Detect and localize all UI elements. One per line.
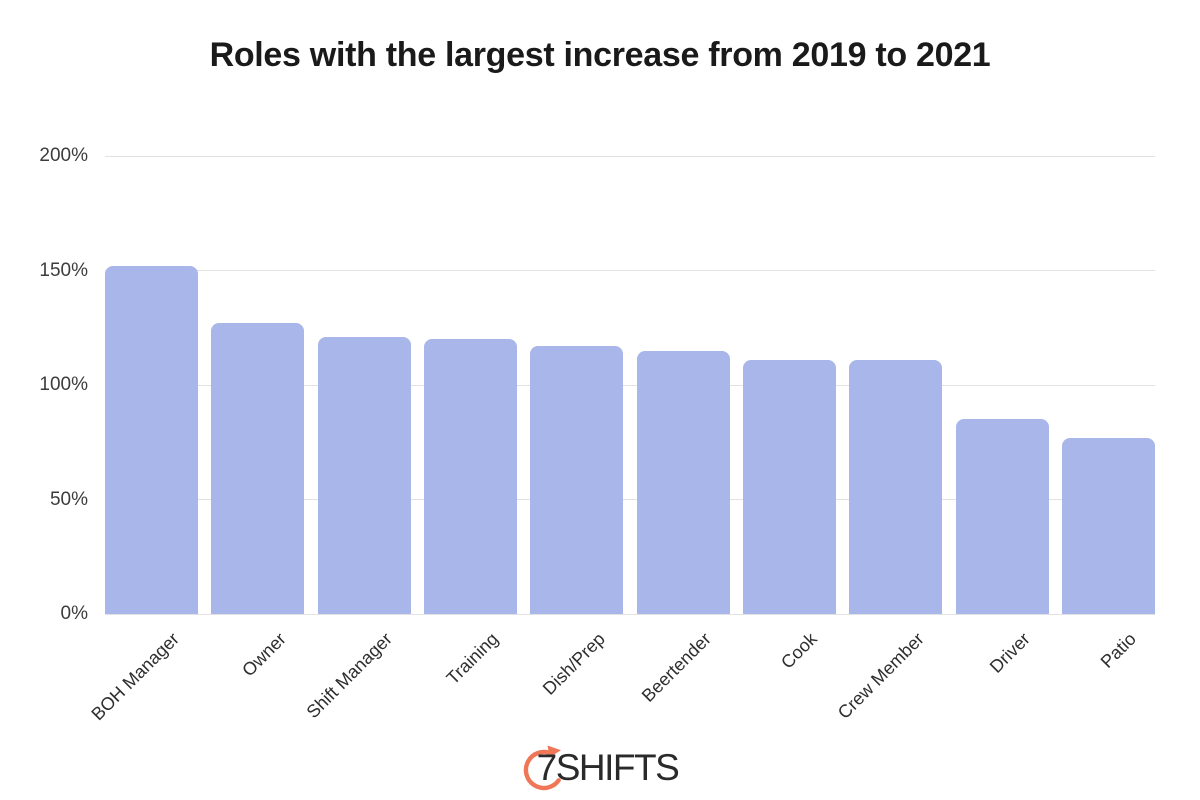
x-tick-label-boh-manager: BOH Manager <box>87 628 184 725</box>
x-tick-label-cook: Cook <box>777 628 822 673</box>
y-tick-label: 150% <box>39 259 88 281</box>
bar-driver <box>955 419 1049 614</box>
x-tick-label-patio: Patio <box>1097 628 1141 672</box>
bar-beertender <box>636 350 730 614</box>
gridline <box>105 270 1155 271</box>
bar-crew-member <box>849 359 943 614</box>
bar-patio <box>1062 437 1155 614</box>
y-tick-label: 100% <box>39 374 88 395</box>
bar-shift-manager <box>317 336 411 614</box>
gridline <box>105 613 1155 615</box>
bar-cook <box>743 359 836 614</box>
bar-dish-prep <box>530 346 624 614</box>
x-tick-label-driver: Driver <box>985 628 1035 677</box>
x-tick-label-owner: Owner <box>238 628 290 681</box>
x-tick-label-beertender: Beertender <box>637 628 716 706</box>
timer-arrow-icon <box>523 745 561 791</box>
x-tick-label-shift-manager: Shift Manager <box>302 628 397 723</box>
x-tick-label-dish-prep: Dish/Prep <box>538 628 609 699</box>
brand-name: 7SHIFTS <box>536 747 680 788</box>
bar-boh-manager <box>105 265 198 614</box>
y-tick-label: 0% <box>60 603 88 624</box>
y-tick-label: 200% <box>39 145 88 166</box>
bar-owner <box>211 323 305 614</box>
x-tick-label-training: Training <box>442 628 503 689</box>
gridline <box>105 499 1155 500</box>
gridline <box>105 155 1155 157</box>
brand-logo: 7SHIFTS <box>0 742 1200 794</box>
bar-training <box>424 339 517 614</box>
chart-title: Roles with the largest increase from 201… <box>209 36 991 74</box>
gridline <box>105 384 1155 386</box>
y-tick-label: 50% <box>49 488 88 510</box>
x-tick-label-crew-member: Crew Member <box>833 628 928 723</box>
